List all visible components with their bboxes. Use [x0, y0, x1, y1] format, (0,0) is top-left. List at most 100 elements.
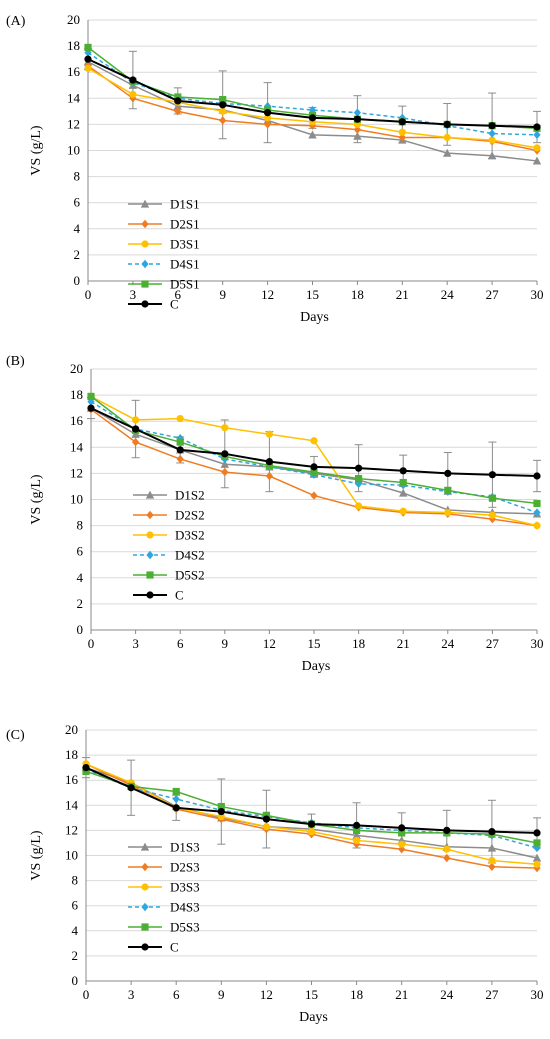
- data-point: [176, 446, 184, 454]
- data-point: [129, 90, 137, 98]
- y-tick-label: 18: [65, 747, 78, 762]
- y-tick-label: 14: [70, 439, 84, 454]
- data-point: [443, 133, 451, 142]
- legend-entry: D1S1: [170, 197, 200, 212]
- legend: D1S2 D2S2 D3S2 D4S2 D5S2 C: [133, 488, 205, 603]
- data-point: [87, 392, 95, 401]
- data-point: [265, 430, 273, 438]
- data-point: [176, 454, 184, 464]
- data-point: [87, 404, 95, 412]
- data-point: [84, 64, 92, 72]
- x-tick-label: 18: [352, 636, 365, 651]
- legend-entry: D1S3: [170, 840, 200, 855]
- legend-entry: D5S3: [170, 920, 200, 935]
- data-point: [533, 499, 541, 508]
- data-point: [533, 144, 541, 152]
- data-point: [219, 96, 227, 104]
- legend-marker: [146, 591, 154, 599]
- y-tick-label: 8: [74, 169, 81, 184]
- series-line: [85, 766, 538, 859]
- y-tick-label: 4: [74, 221, 81, 236]
- data-point: [353, 131, 362, 140]
- data-point: [444, 486, 452, 494]
- series-C: [82, 764, 541, 837]
- data-point: [262, 811, 270, 819]
- x-tick-label: 12: [260, 987, 273, 1002]
- data-point: [82, 767, 90, 776]
- x-tick-label: 30: [531, 636, 544, 651]
- legend-marker: [141, 259, 149, 269]
- x-tick-label: 18: [350, 987, 363, 1002]
- data-point: [310, 437, 318, 445]
- data-point: [444, 469, 452, 477]
- data-point: [443, 826, 451, 835]
- y-axis-label: VS (g/L): [29, 125, 44, 176]
- y-tick-label: 12: [67, 116, 80, 131]
- y-tick-label: 10: [70, 492, 83, 507]
- x-tick-label: 24: [441, 636, 455, 651]
- data-point: [129, 76, 137, 84]
- y-tick-label: 6: [77, 544, 84, 559]
- data-point: [488, 511, 496, 519]
- data-point: [127, 784, 135, 792]
- data-point: [443, 845, 451, 853]
- data-point: [533, 829, 541, 837]
- data-point: [355, 502, 363, 510]
- data-point: [533, 508, 541, 517]
- x-tick-label: 12: [261, 287, 274, 302]
- data-point: [264, 114, 272, 122]
- legend: D1S3 D2S3 D3S3 D4S3 D5S3 C: [128, 840, 200, 955]
- data-point: [488, 471, 496, 479]
- data-point: [398, 118, 406, 126]
- x-tick-label: 21: [396, 287, 409, 302]
- legend-entry: C: [170, 940, 179, 955]
- legend-entry: D5S2: [175, 568, 205, 583]
- data-point: [533, 130, 541, 140]
- x-tick-label: 0: [88, 636, 95, 651]
- x-tick-label: 6: [173, 987, 180, 1002]
- y-tick-label: 10: [65, 848, 78, 863]
- legend-marker: [141, 883, 149, 891]
- data-point: [488, 129, 496, 138]
- data-point: [220, 459, 229, 468]
- y-tick-label: 20: [67, 12, 80, 27]
- data-point: [399, 478, 407, 487]
- series-D4S3: [82, 765, 541, 853]
- data-point: [488, 122, 496, 130]
- y-tick-label: 10: [67, 143, 80, 158]
- y-tick-label: 16: [65, 772, 79, 787]
- series-C: [84, 55, 541, 131]
- data-point: [219, 116, 227, 125]
- data-point: [132, 437, 140, 447]
- data-point: [176, 414, 184, 423]
- data-point: [488, 514, 496, 524]
- x-tick-label: 3: [128, 987, 135, 1002]
- data-point: [355, 479, 363, 489]
- data-point: [398, 824, 406, 832]
- data-point: [174, 93, 182, 101]
- y-tick-label: 0: [77, 622, 84, 637]
- data-point: [264, 109, 272, 117]
- legend: D1S1 D2S1 D3S1 D4S1 D5S1 C: [128, 197, 200, 312]
- data-point: [310, 468, 318, 476]
- data-point: [398, 128, 406, 136]
- data-point: [87, 397, 95, 406]
- x-tick-label: 9: [218, 987, 225, 1002]
- x-tick-label: 27: [485, 987, 499, 1002]
- x-axis-label: Days: [299, 1010, 328, 1025]
- y-tick-label: 6: [72, 898, 79, 913]
- data-point: [265, 458, 273, 466]
- x-tick-label: 0: [85, 287, 92, 302]
- data-point: [310, 491, 318, 500]
- data-point: [399, 488, 408, 497]
- legend-marker: [141, 300, 149, 308]
- data-point: [352, 831, 361, 840]
- data-point: [172, 787, 180, 796]
- y-tick-label: 18: [67, 38, 80, 53]
- legend-marker: [141, 923, 149, 931]
- y-tick-label: 8: [77, 518, 84, 533]
- panel-label: (A): [6, 14, 26, 29]
- x-tick-label: 27: [486, 636, 500, 651]
